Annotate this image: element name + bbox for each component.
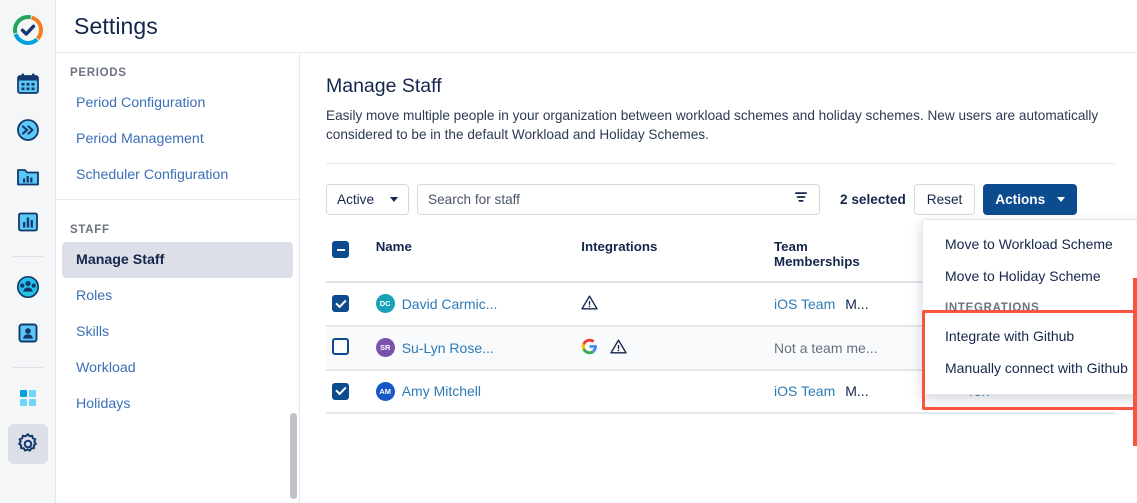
team-overflow-label[interactable]: M... [845,383,869,400]
nav-scrollbar-thumb[interactable] [290,413,297,499]
team-name[interactable]: iOS Team [774,295,836,312]
below-header: PERIODS Period Configuration Period Manage… [56,53,1137,503]
row-select-cell [326,325,370,371]
row-checkbox[interactable] [332,295,349,313]
row-select-cell [326,281,370,327]
report-folder-icon[interactable] [8,156,48,196]
menu-item-integrate-with-github[interactable]: Integrate with Github [945,328,1075,344]
staff-name-cell: SR Su-Lyn Rose... [369,325,576,371]
sidebar-item-roles[interactable]: Roles [76,288,113,304]
team-group-icon[interactable] [8,267,48,307]
warning-icon[interactable] [581,294,598,314]
nav-heading-periods: PERIODS [70,67,127,79]
staff-name-link[interactable]: Amy Mitchell [401,383,482,400]
nav-group-periods: PERIODS Period Configuration Period Manage… [56,53,299,199]
staff-name-link[interactable]: Su-Lyn Rose... [401,339,494,356]
search-staff-box[interactable] [417,183,821,215]
section-divider [326,162,1115,164]
left-icon-rail [0,0,56,503]
bar-chart-icon[interactable] [8,202,48,242]
team-name[interactable]: iOS Team [774,383,836,400]
apps-grid-icon[interactable] [8,378,48,418]
warning-icon[interactable] [610,338,627,358]
row-select-cell [326,369,370,414]
settings-nav-panel: PERIODS Period Configuration Period Manage… [56,53,300,503]
search-input[interactable] [428,191,794,207]
rail-divider-2 [12,367,43,368]
menu-item-move-to-workload-scheme[interactable]: Move to Workload Scheme [945,236,1113,252]
sidebar-item-manage-staff[interactable]: Manage Staff [62,242,293,278]
calendar-icon[interactable] [8,64,48,104]
checkmark-ring-logo[interactable] [8,10,48,50]
status-filter-value: Active [337,191,375,207]
menu-item-move-to-holiday-scheme[interactable]: Move to Holiday Scheme [945,268,1101,284]
selected-count-label: 2 selected [840,191,906,207]
team-name: Not a team me... [774,339,878,356]
filter-funnel-icon[interactable] [793,189,809,210]
team-overflow-label[interactable]: M... [845,295,869,312]
manage-staff-title: Manage Staff [326,75,442,97]
nav-heading-staff: STAFF [70,224,110,236]
actions-button-label: Actions [995,191,1046,207]
staff-name-cell: AM Amy Mitchell [369,369,576,414]
column-header-integrations[interactable]: Integrations [575,228,769,283]
integrations-cell [575,369,769,414]
rail-divider-1 [12,256,43,257]
sidebar-item-skills[interactable]: Skills [76,324,110,340]
status-filter-select[interactable]: Active [326,183,410,215]
page-header: Settings [56,0,1137,53]
staff-name-link[interactable]: David Carmic... [401,295,498,312]
sidebar-item-period-configuration[interactable]: Period Configuration [76,95,206,111]
right-region: Settings PERIODS Period Configuration Peri… [56,0,1137,503]
team-header-line2: Memberships [774,253,860,269]
avatar: AM [375,381,395,401]
page-title: Settings [74,12,158,39]
column-header-name[interactable]: Name [369,228,576,283]
avatar: SR [375,338,395,358]
person-card-icon[interactable] [8,313,48,353]
google-icon[interactable] [581,338,598,358]
sidebar-item-workload[interactable]: Workload [76,360,136,376]
actions-button[interactable]: Actions [983,183,1078,215]
actions-dropdown-menu: Move to Workload Scheme Move to Holiday S… [922,219,1137,395]
chevron-down-icon [390,196,399,202]
staff-name-cell: DC David Carmic... [369,281,576,327]
row-checkbox[interactable] [332,382,349,400]
manage-staff-description: Easily move multiple people in your orga… [326,108,1099,143]
nav-group-staff: STAFF Manage Staff Roles Skills Workload Holi… [56,199,299,428]
menu-section-integrations-heading: INTEGRATIONS [945,302,1040,314]
chevron-down-icon [1057,196,1066,202]
main-horizontal-edge-highlight [1133,278,1137,446]
avatar: DC [375,294,395,314]
reset-button[interactable]: Reset [913,183,976,215]
staff-toolbar: Active 2 selected [326,183,1115,215]
integrations-cell [575,281,769,327]
select-all-header [326,228,370,283]
row-checkbox[interactable] [332,337,349,355]
select-all-checkbox[interactable] [332,241,349,259]
team-header-line1: Team [774,238,808,254]
menu-item-manually-connect-with-github[interactable]: Manually connect with Github [945,360,1128,376]
fast-forward-icon[interactable] [8,110,48,150]
sidebar-item-scheduler-configuration[interactable]: Scheduler Configuration [76,167,229,183]
sidebar-item-holidays[interactable]: Holidays [76,396,131,412]
sidebar-item-period-management[interactable]: Period Management [76,131,204,147]
integrations-cell [575,325,769,371]
gear-icon[interactable] [7,424,48,464]
